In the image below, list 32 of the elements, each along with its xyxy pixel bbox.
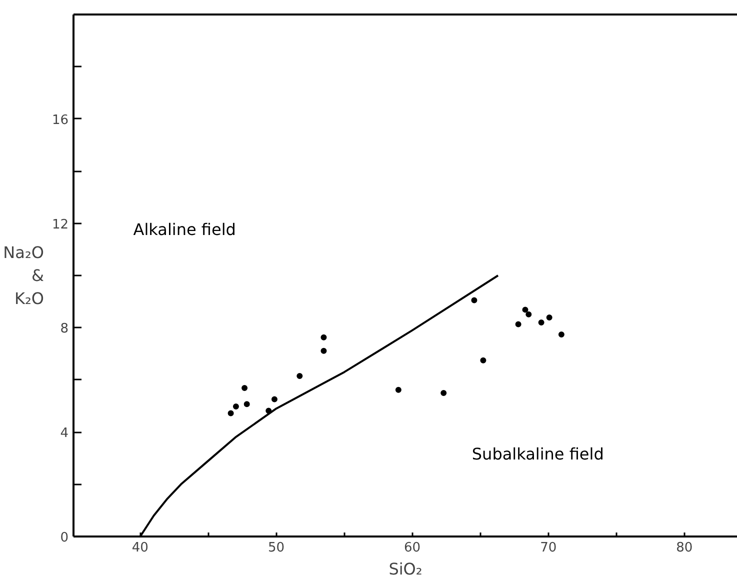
point [471, 297, 478, 304]
x-tick-label: 40 [132, 540, 148, 556]
point [320, 334, 327, 340]
point [546, 314, 552, 321]
point [242, 384, 248, 391]
point [522, 306, 528, 313]
point [480, 357, 486, 364]
point [271, 396, 278, 402]
point [296, 372, 303, 379]
annotation: Subalkaline field [472, 444, 604, 464]
point [244, 401, 250, 408]
annotation: Alkaline field [133, 220, 236, 239]
x-axis-title: SiO₂ [388, 560, 422, 578]
point [538, 319, 544, 326]
point [395, 386, 402, 393]
y-tick-label: 0 [60, 530, 69, 546]
x-tick-label: 80 [676, 540, 693, 556]
y-tick-label: 12 [52, 217, 69, 232]
x-tick-label: 70 [540, 540, 557, 556]
point [228, 410, 234, 416]
y-tick-label: 8 [60, 322, 69, 337]
y-axis-title: Na₂O & K₂O [3, 243, 44, 308]
y-tick-label: 16 [52, 112, 69, 128]
x-tick-label: 60 [404, 540, 421, 556]
point [526, 311, 532, 318]
point [440, 390, 447, 396]
point [320, 348, 327, 354]
point [515, 321, 522, 328]
y-tick-label: 4 [60, 426, 69, 442]
point [558, 331, 564, 338]
point [232, 404, 239, 410]
x-tick-label: 50 [268, 540, 285, 556]
